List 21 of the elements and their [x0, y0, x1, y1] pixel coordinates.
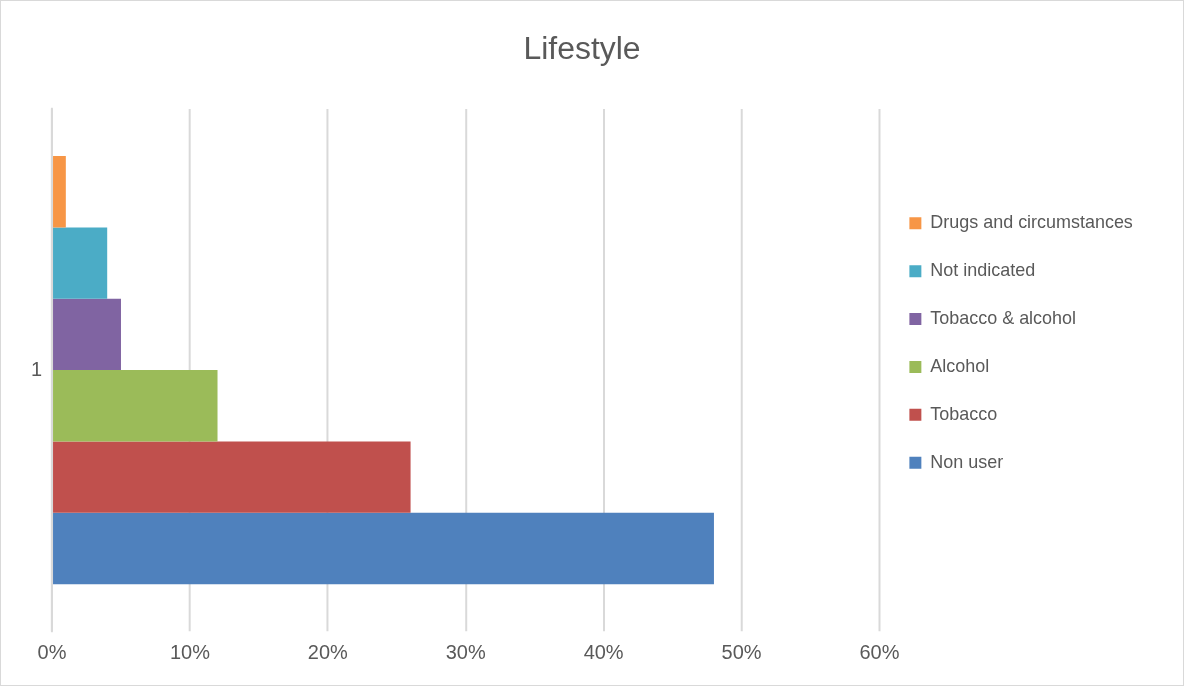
- x-tick-label: 30%: [445, 640, 486, 663]
- x-tick-label: 20%: [307, 640, 349, 663]
- bar: [53, 441, 411, 513]
- x-tick-label: 0%: [37, 640, 67, 663]
- y-tick-label: 1: [30, 357, 43, 380]
- x-tick-label: 60%: [859, 640, 900, 663]
- legend-label: Drugs and circumstances: [930, 212, 1133, 233]
- bar: [53, 227, 108, 299]
- legend-label: Not indicated: [930, 260, 1036, 281]
- legend-label: Alcohol: [930, 355, 990, 376]
- bar: [53, 370, 218, 442]
- chart-title: Lifestyle: [523, 29, 641, 66]
- x-tick-label: 10%: [169, 640, 211, 663]
- bar: [53, 298, 121, 371]
- legend-label: Tobacco: [930, 403, 998, 424]
- x-tick-label: 40%: [583, 640, 624, 663]
- bar: [53, 156, 66, 228]
- bar: [53, 512, 714, 585]
- x-tick-label: 50%: [721, 640, 762, 663]
- legend-label: Tobacco & alcohol: [930, 308, 1077, 329]
- legend-label: Non user: [930, 451, 1004, 472]
